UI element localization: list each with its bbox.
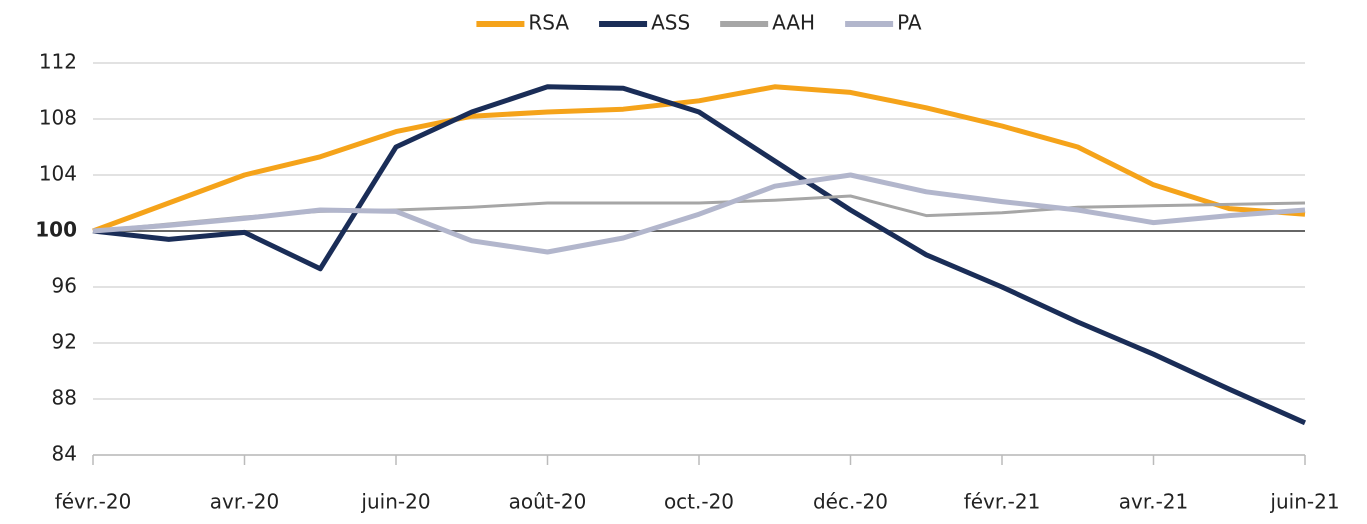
series-line [92,84,1306,234]
y-tick-label: 92 [52,330,77,354]
x-tick-label: avr.-21 [1119,490,1189,514]
x-tick-label: juin-21 [1269,490,1339,514]
y-tick-label: 100 [35,218,77,242]
y-tick-label: 112 [39,50,77,74]
x-tick-label: févr.-20 [55,490,132,514]
legend-label: AAH [772,11,815,35]
x-tick-label: oct.-20 [664,490,734,514]
x-tick-label: févr.-21 [964,490,1041,514]
legend-label: PA [897,11,922,35]
y-tick-label: 84 [52,442,77,466]
legend-label: ASS [651,11,690,35]
legend-label: RSA [528,11,569,35]
y-tick-label: 104 [39,162,77,186]
series-line [92,172,1306,255]
y-tick-label: 88 [52,386,77,410]
y-tick-label: 96 [52,274,77,298]
y-tick-label: 108 [39,106,77,130]
x-tick-label: juin-20 [360,490,430,514]
series-line [92,84,1307,426]
x-tick-label: déc.-20 [813,490,888,514]
x-tick-label: août-20 [509,490,587,514]
x-tick-label: avr.-20 [210,490,280,514]
